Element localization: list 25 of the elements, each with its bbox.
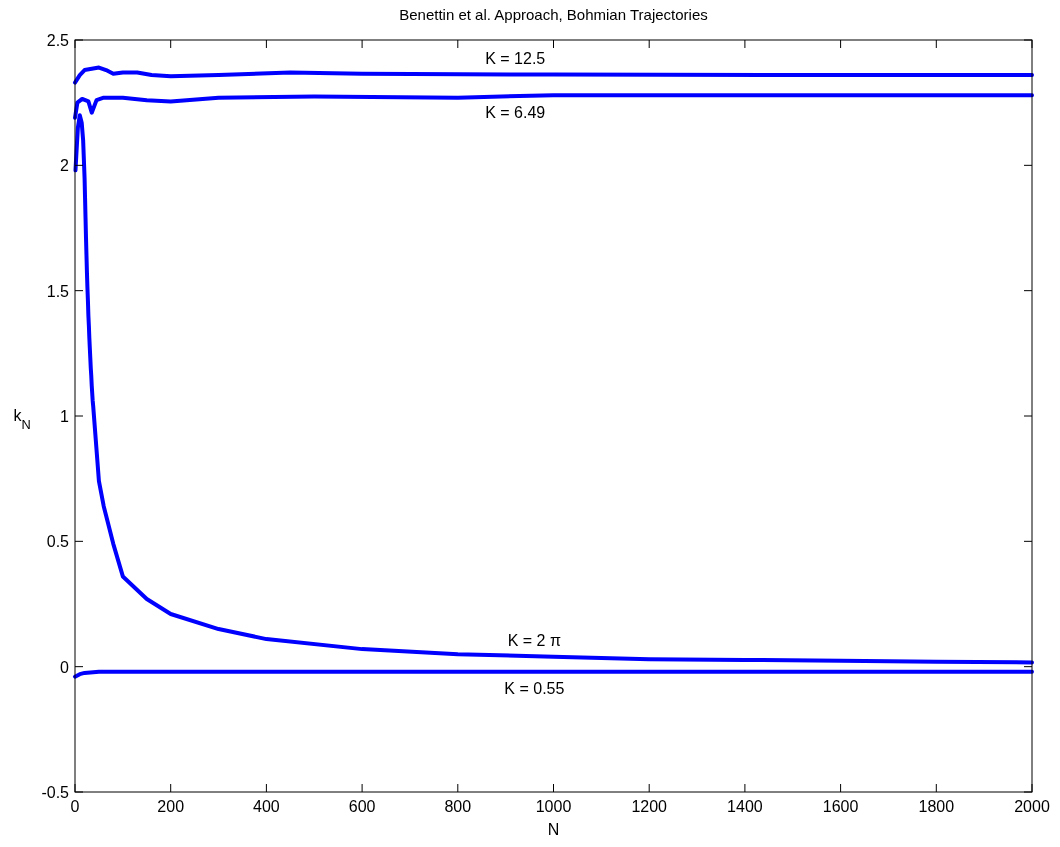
- line-series: [73, 65, 1034, 85]
- x-tick-label: 1200: [631, 798, 668, 815]
- y-tick-label: 1.5: [46, 282, 70, 300]
- y-tick-label: 0: [60, 658, 70, 676]
- y-tick-label: -0.5: [41, 784, 70, 801]
- x-tick-label: 600: [348, 798, 376, 815]
- y-tick-label: 0.5: [46, 533, 70, 551]
- x-tick-label: 1000: [535, 798, 572, 815]
- x-tick-label: 1400: [727, 798, 763, 815]
- x-tick-label: 2000: [1014, 798, 1050, 815]
- x-tick-label: 800: [444, 798, 472, 815]
- chart-title: Benettin et al. Approach, Bohmian Trajectories: [399, 6, 708, 23]
- y-axis-title: k$_{N}$: [13, 407, 31, 432]
- y-tick-label: 2: [60, 157, 70, 175]
- y-tick-label: 2.5: [46, 32, 70, 49]
- series-label: K = 6.49: [485, 104, 546, 122]
- x-tick-label: 400: [253, 798, 280, 815]
- x-axis-title: N: [547, 821, 560, 838]
- y-tick-label: 1: [60, 408, 70, 425]
- series-label: K = 2 π: [507, 632, 562, 650]
- x-tick-label: 1600: [822, 798, 859, 815]
- series-label: K = 12.5: [485, 50, 546, 68]
- x-tick-label: 200: [157, 798, 185, 815]
- series-label: K = 0.55: [504, 679, 565, 697]
- x-tick-label: 1800: [918, 798, 955, 815]
